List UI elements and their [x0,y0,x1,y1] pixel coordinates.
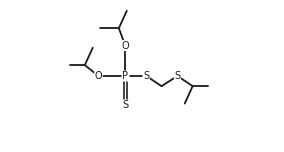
Text: S: S [122,100,128,110]
Text: S: S [143,71,149,81]
Text: S: S [174,71,181,81]
Text: P: P [122,71,128,81]
Text: O: O [95,71,102,81]
Text: O: O [122,41,129,51]
